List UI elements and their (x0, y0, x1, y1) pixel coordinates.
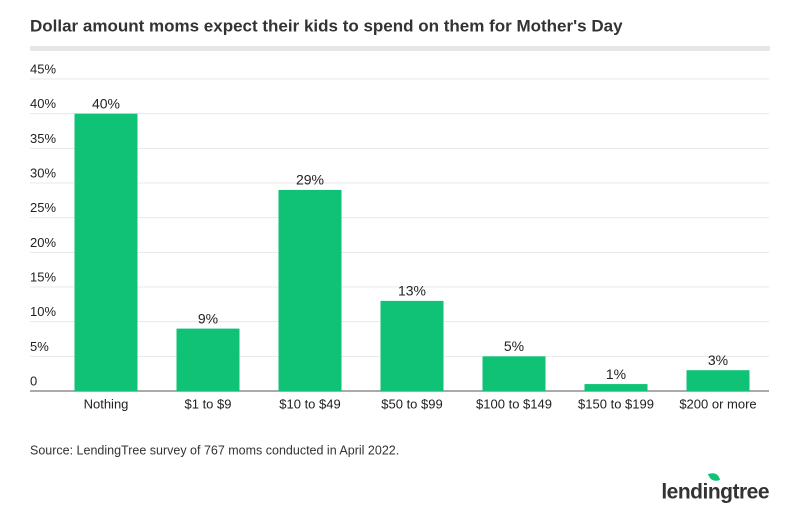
x-tick-label: $1 to $9 (185, 396, 232, 411)
logo: lendingtree (661, 481, 769, 504)
x-tick-label: $10 to $49 (279, 396, 340, 411)
bar (482, 356, 546, 391)
value-label: 1% (606, 366, 626, 382)
y-tick-label: 5% (30, 339, 49, 354)
value-label: 5% (504, 338, 524, 354)
value-label: 3% (708, 352, 728, 368)
x-tick-label: $50 to $99 (381, 396, 442, 411)
bar (380, 300, 444, 391)
bar (278, 189, 342, 391)
source-note: Source: LendingTree survey of 767 moms c… (30, 443, 399, 457)
title-rule (30, 46, 770, 51)
chart-title: Dollar amount moms expect their kids to … (30, 16, 623, 35)
y-tick-label: 10% (30, 304, 56, 319)
y-tick-label: 15% (30, 269, 56, 284)
x-tick-label: $200 or more (679, 396, 756, 411)
x-tick-label: $100 to $149 (476, 396, 552, 411)
bar (74, 113, 138, 392)
y-tick-label: 35% (30, 131, 56, 146)
value-label: 40% (92, 95, 120, 111)
x-tick-label: Nothing (84, 396, 129, 411)
value-label: 9% (198, 310, 218, 326)
y-tick-label: 45% (30, 61, 56, 76)
bar (176, 328, 240, 391)
y-tick-label: 30% (30, 165, 56, 180)
y-tick-label: 20% (30, 235, 56, 250)
value-label: 13% (398, 283, 426, 299)
value-label: 29% (296, 172, 324, 188)
bar (686, 370, 750, 391)
y-tick-label: 25% (30, 200, 56, 215)
y-tick-label: 0 (30, 373, 37, 388)
x-tick-label: $150 to $199 (578, 396, 654, 411)
y-tick-label: 40% (30, 96, 56, 111)
bar (584, 384, 648, 391)
logo-leaf (708, 473, 720, 481)
